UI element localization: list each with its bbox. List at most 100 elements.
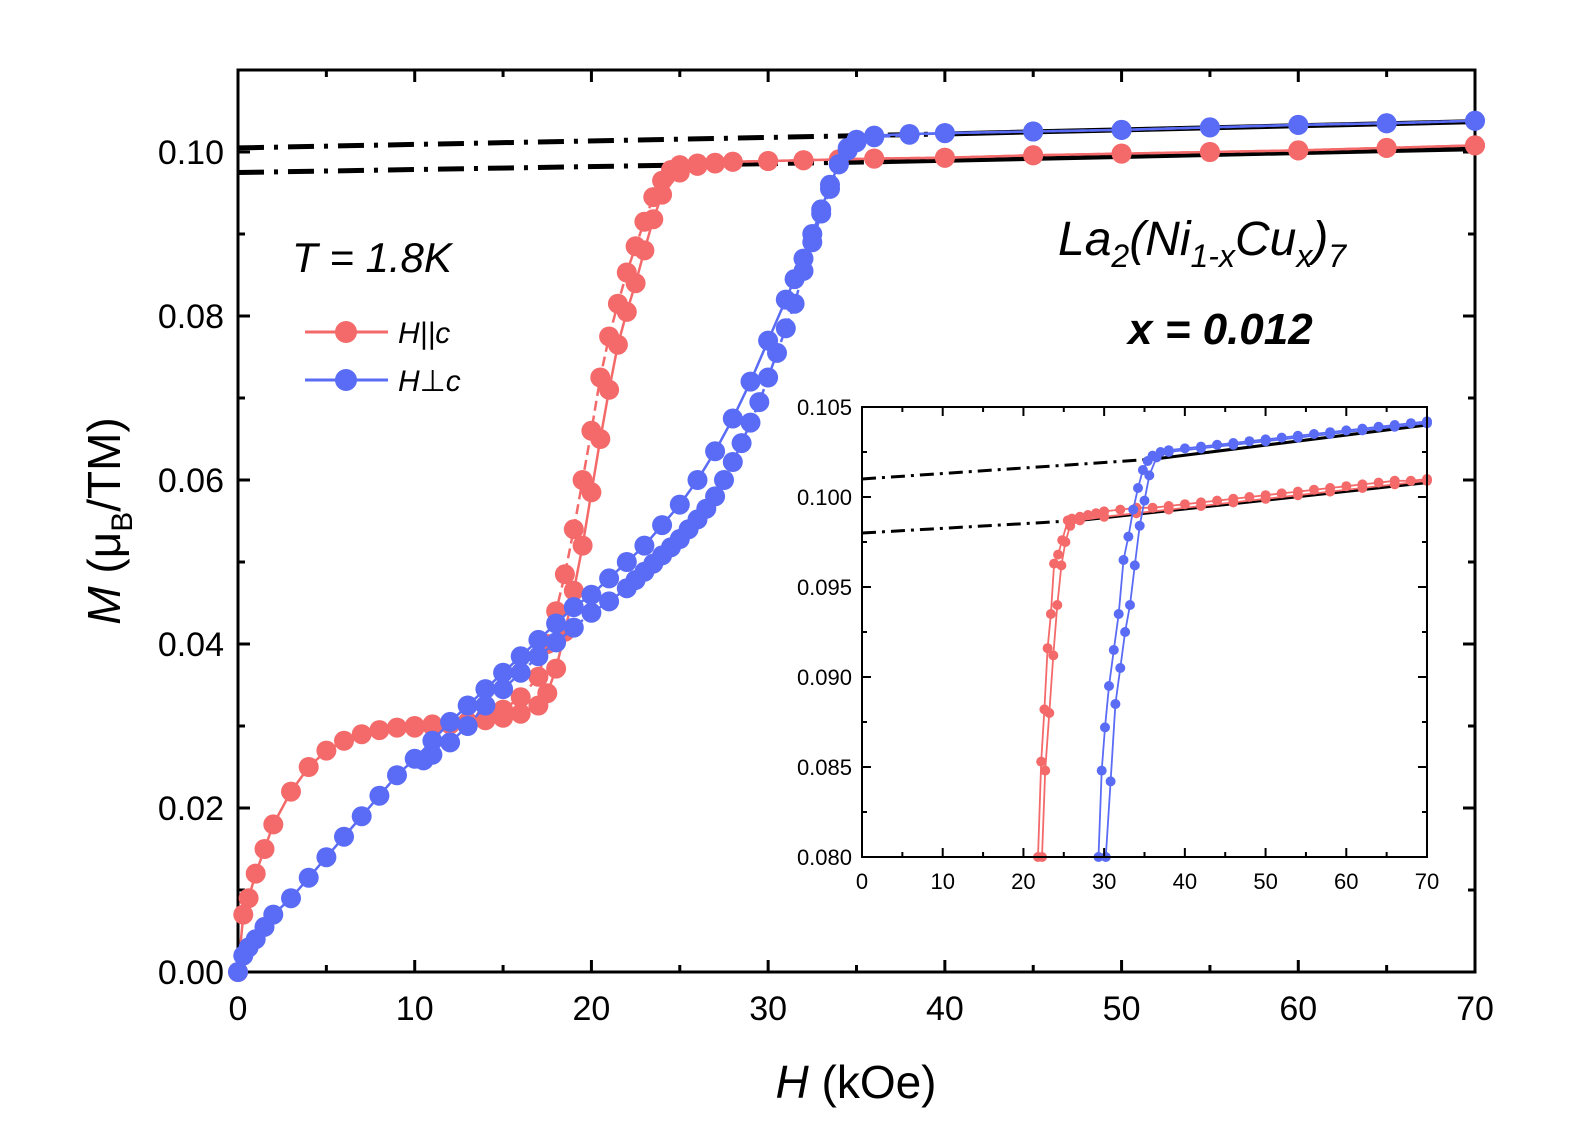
main-h-perp-c-point xyxy=(767,342,787,363)
main-h-perp-c-point xyxy=(775,318,796,339)
y-axis-sub: B xyxy=(106,512,139,532)
main-h-parallel-c-point xyxy=(625,236,646,257)
inset-h-perp-c-point xyxy=(1228,439,1239,450)
main-linear-fit-h-parallel-c-extrapolation xyxy=(237,159,875,175)
inset-h-perp-c-point xyxy=(1341,425,1352,436)
inset-h-perp-c-point xyxy=(1325,429,1336,439)
main-h-perp-c-point xyxy=(546,632,567,653)
main-h-perp-c-point xyxy=(820,178,840,199)
inset-h-perp-c-point xyxy=(1292,432,1303,443)
main-y-tick-label: 0.08 xyxy=(158,298,224,336)
main-h-parallel-c-point xyxy=(634,211,655,232)
main-h-perp-c-point xyxy=(722,452,743,472)
main-h-perp-c-point xyxy=(563,617,584,638)
main-h-perp-c-point xyxy=(369,785,390,806)
inset-h-parallel-c-point xyxy=(1099,511,1110,522)
main-h-perp-c-point xyxy=(758,367,779,388)
formula-sub-7: 7 xyxy=(1328,238,1347,274)
main-h-perp-c-point xyxy=(784,293,805,314)
main-x-tick-label: 20 xyxy=(573,990,611,1028)
formula-sub-x: x xyxy=(1294,238,1313,274)
main-h-parallel-c-point xyxy=(934,147,955,168)
main-h-perp-c-point xyxy=(802,232,823,253)
inset-h-perp-c-point xyxy=(1151,452,1162,463)
main-series xyxy=(228,110,1485,982)
main-h-perp-c-point xyxy=(731,433,752,454)
inset-h-perp-c-point xyxy=(1115,663,1126,673)
main-h-perp-c-point xyxy=(1288,114,1309,135)
main-h-perp-c-point xyxy=(422,730,443,751)
x-axis-title: H (kOe) xyxy=(775,1056,936,1108)
main-h-parallel-c-point xyxy=(537,683,558,704)
main-h-perp-c-point xyxy=(387,765,407,786)
inset-h-perp-c-point xyxy=(1144,470,1155,481)
inset-h-perp-c-point xyxy=(1120,627,1131,637)
formula-cu: Cu xyxy=(1235,213,1296,266)
inset-h-parallel-c-point xyxy=(1196,501,1206,511)
main-y-tick-label: 0.02 xyxy=(158,790,224,828)
inset-h-parallel-c-point xyxy=(1325,486,1336,497)
inset-h-parallel-c-point xyxy=(1228,497,1239,508)
main-h-perp-c-point xyxy=(581,584,602,605)
inset-h-perp-c-point xyxy=(1179,443,1190,454)
main-h-perp-c-point xyxy=(413,750,434,771)
inset-x-tick-label: 60 xyxy=(1334,869,1358,894)
main-h-parallel-c-point xyxy=(563,519,584,540)
formula-close: ) xyxy=(1307,213,1328,266)
main-h-perp-c-point xyxy=(599,568,620,589)
main-h-parallel-c-point xyxy=(263,814,284,835)
main-h-perp-c-point xyxy=(1199,117,1220,138)
formula-sub-1x: 1-x xyxy=(1191,238,1236,274)
inset-h-perp-c-point xyxy=(1357,425,1368,436)
inset-y-tick-label: 0.100 xyxy=(797,485,852,510)
x-axis-unit: (kOe) xyxy=(822,1056,937,1108)
inset-h-perp-c-point xyxy=(1405,418,1416,429)
main-h-parallel-c-point xyxy=(758,151,779,171)
inset-linear-fit-h-perp-c-extrapolation xyxy=(861,457,1153,481)
inset-h-parallel-c-point xyxy=(1045,609,1056,619)
inset-y-tick-label: 0.090 xyxy=(797,665,852,690)
main-h-perp-c-point xyxy=(934,123,955,144)
inset-h-parallel-c-point xyxy=(1083,510,1093,520)
inset-h-parallel-c-point xyxy=(1179,499,1190,510)
main-x-tick-label: 40 xyxy=(926,990,964,1028)
main-h-perp-c-point xyxy=(228,962,248,982)
main-h-parallel-c-point xyxy=(554,564,575,585)
inset-h-parallel-c-point xyxy=(1389,479,1400,490)
inset-h-parallel-c-point xyxy=(1060,537,1071,547)
main-h-parallel-c-point xyxy=(254,839,275,859)
main-h-parallel-c-point xyxy=(422,716,443,736)
main-h-parallel-c-point xyxy=(572,470,593,490)
main-h-parallel-c-point xyxy=(599,326,620,347)
main-h-perp-c-point xyxy=(546,613,567,634)
inset-h-parallel-c-point xyxy=(1405,475,1416,486)
inset-h-perp-c-point xyxy=(1212,439,1223,450)
main-h-parallel-c-point xyxy=(510,703,531,724)
main-h-parallel-c-point xyxy=(493,699,514,720)
main-h-perp-c-point xyxy=(714,470,734,490)
formula-annotation: La2(Ni1-xCux)7 xyxy=(1058,213,1347,274)
main-h-perp-c-point xyxy=(687,470,708,490)
inset-y-tick-label: 0.105 xyxy=(797,395,852,420)
inset-x-tick-label: 30 xyxy=(1092,869,1116,894)
main-plot: 0 10 20 30 40 50 60 700.000.020.040.060.080.10 … xyxy=(78,68,1494,1108)
main-linear-fit-h-perp-c-extrapolation xyxy=(237,131,945,151)
inset-h-perp-c-point xyxy=(1105,776,1116,787)
inset-h-parallel-c-point xyxy=(1341,481,1352,492)
inset-h-parallel-c-point xyxy=(1048,650,1059,661)
main-y-tick-label: 0.04 xyxy=(158,626,224,664)
inset-h-parallel-c-point xyxy=(1074,515,1085,526)
main-h-parallel-c-point xyxy=(238,888,259,909)
legend-marker-h-perp-c xyxy=(335,369,357,391)
inset-h-perp-c-point xyxy=(1389,421,1400,432)
main-h-perp-c-point xyxy=(493,662,514,683)
main-h-perp-c-point xyxy=(457,695,478,716)
main-h-parallel-c-point xyxy=(581,420,602,441)
inset-h-parallel-c-point xyxy=(1040,765,1051,776)
inset-h-perp-c-point xyxy=(1196,443,1206,454)
composition-annotation: x = 0.012 xyxy=(1126,305,1313,354)
main-h-parallel-c-point xyxy=(528,666,549,687)
temperature-symbol: T xyxy=(292,234,321,281)
legend-label-h-parallel-c: H||c xyxy=(398,317,450,350)
